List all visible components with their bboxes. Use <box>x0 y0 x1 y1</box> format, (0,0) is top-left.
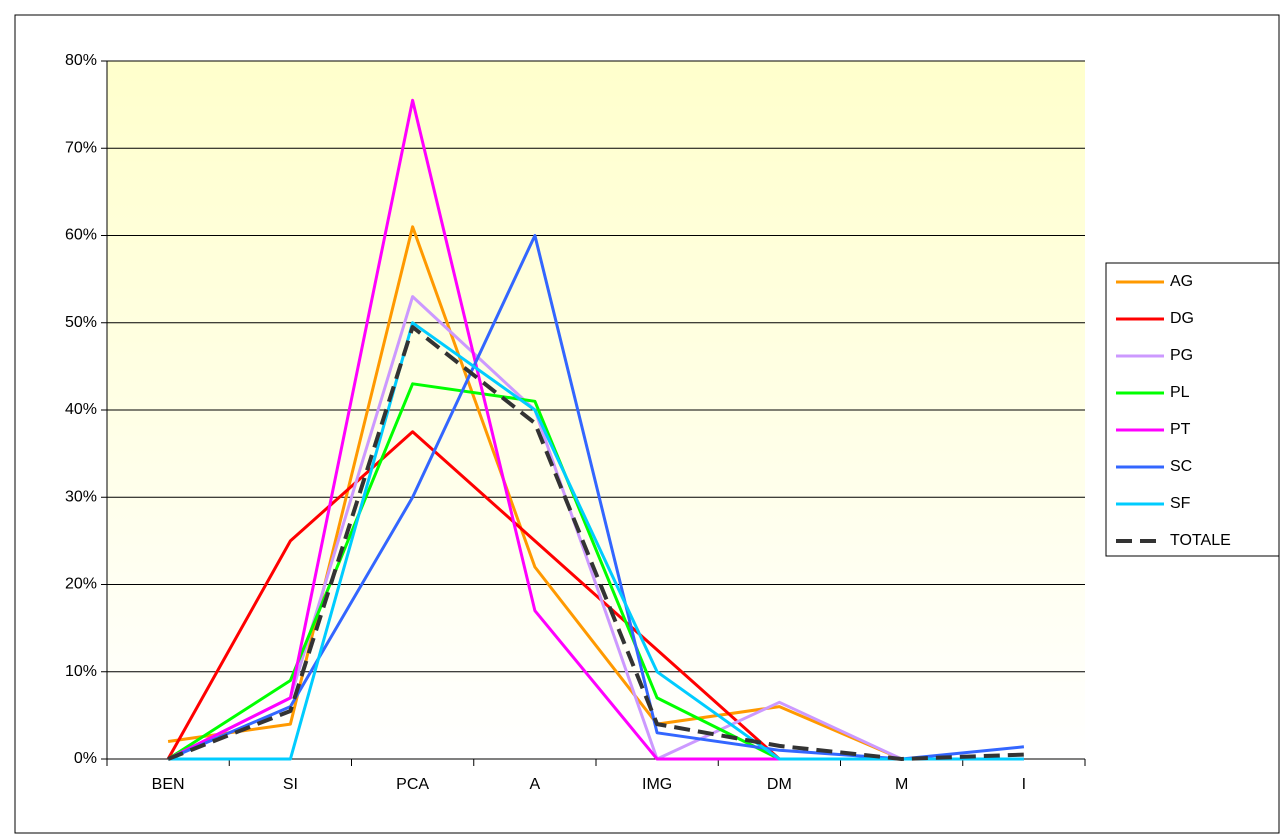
y-tick-label: 60% <box>65 227 97 244</box>
y-tick-label: 40% <box>65 401 97 418</box>
series-line <box>168 321 1024 761</box>
x-tick-label: I <box>1022 776 1026 793</box>
y-tick-label: 70% <box>65 139 97 156</box>
y-tick-label: 30% <box>65 488 97 505</box>
x-tick-label: M <box>895 776 908 793</box>
x-tick-label: DM <box>767 776 792 793</box>
legend-label: AG <box>1170 273 1193 290</box>
y-tick-label: 10% <box>65 663 97 680</box>
legend-label: SF <box>1170 495 1191 512</box>
x-tick-label: BEN <box>152 776 185 793</box>
legend-label: DG <box>1170 310 1194 327</box>
y-tick-label: 0% <box>74 750 97 767</box>
x-tick-label: IMG <box>642 776 672 793</box>
legend-label: PT <box>1170 421 1191 438</box>
y-tick-label: 50% <box>65 314 97 331</box>
x-tick-label: PCA <box>396 776 429 793</box>
legend-label: SC <box>1170 458 1192 475</box>
y-tick-label: 20% <box>65 576 97 593</box>
x-tick-label: SI <box>283 776 298 793</box>
series-line <box>167 325 1024 761</box>
legend-label: TOTALE <box>1170 532 1231 549</box>
legend-label: PL <box>1170 384 1190 401</box>
legend-label: PG <box>1170 347 1193 364</box>
x-tick-label: A <box>530 776 541 793</box>
y-tick-label: 80% <box>65 52 97 69</box>
legend-box <box>1105 262 1280 557</box>
